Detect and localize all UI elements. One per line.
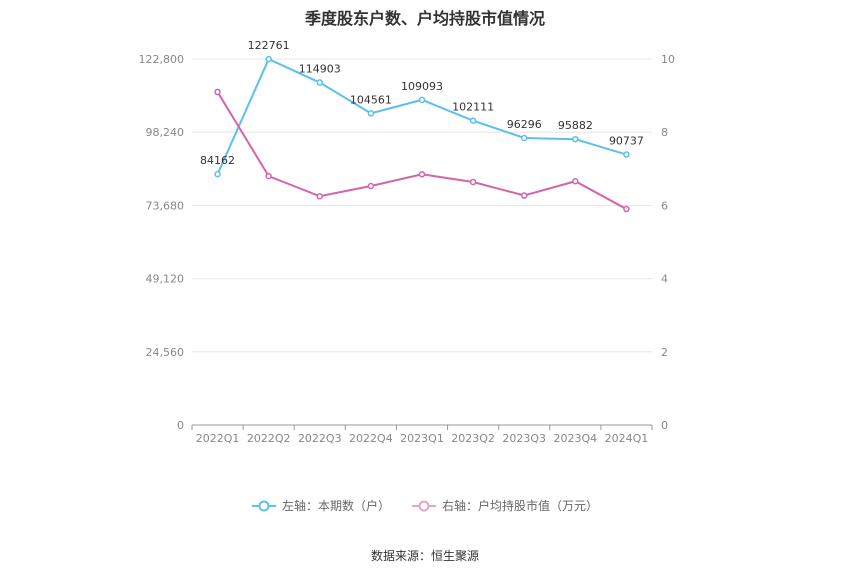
x-axis-tick-label: 2023Q4 (554, 432, 598, 445)
right-axis-tick-label: 2 (661, 346, 668, 359)
legend: 左轴：本期数（户） 右轴：户均持股市值（万元） (0, 497, 850, 514)
left-axis-tick-label: 49,120 (146, 273, 185, 286)
data-labels: 84162 122761 114903 104561 109093 102111 96296… (200, 39, 644, 167)
data-label: 104561 (350, 93, 392, 106)
data-point (520, 134, 528, 142)
data-label: 102111 (452, 101, 494, 114)
legend-label-households: 左轴：本期数（户） (281, 499, 390, 513)
data-label: 114903 (299, 63, 341, 76)
data-point (214, 170, 221, 178)
data-label: 95882 (558, 119, 593, 132)
x-axis-tick-label: 2022Q1 (196, 432, 240, 445)
series-lines (214, 55, 630, 213)
data-point (469, 117, 477, 124)
data-point (520, 192, 528, 199)
x-axis-tick-label: 2023Q1 (400, 432, 444, 445)
right-axis-tick-label: 6 (661, 199, 668, 212)
data-point (623, 151, 630, 158)
legend-line-icon-households (251, 500, 276, 511)
left-axis-tick-label: 0 (177, 419, 184, 432)
right-axis-tick-label: 0 (661, 419, 668, 432)
data-point (367, 182, 375, 190)
chart-title: 季度股东户数、户均持股市值情况 (304, 9, 545, 28)
data-point (265, 55, 272, 63)
legend-item-avg-value[interactable]: 右轴：户均持股市值（万元） (412, 497, 598, 514)
data-label: 90737 (609, 135, 644, 148)
x-axis-tick-label: 2023Q3 (502, 432, 546, 445)
x-axis-tick-label: 2022Q3 (298, 432, 342, 445)
x-axis-tick-label: 2024Q1 (605, 432, 649, 445)
data-point (316, 193, 324, 200)
data-point (214, 88, 221, 96)
x-axis-tick-label: 2023Q2 (451, 432, 495, 445)
left-axis-tick-label: 24,560 (146, 346, 185, 359)
data-label: 84162 (200, 154, 235, 167)
left-axis-tick-label: 73,680 (146, 199, 185, 212)
data-point (469, 178, 477, 186)
legend-label-avg-value: 右轴：户均持股市值（万元） (442, 499, 599, 513)
right-axis-tick-label: 4 (661, 273, 668, 286)
data-point (367, 110, 375, 117)
gridlines (192, 58, 652, 353)
data-label: 122761 (248, 39, 290, 52)
data-point (418, 171, 426, 178)
data-point (572, 135, 579, 143)
data-label: 109093 (401, 80, 443, 93)
legend-line-icon-avg-value (412, 500, 436, 511)
series-line-0 (216, 57, 627, 175)
data-point (316, 79, 324, 86)
legend-item-households[interactable]: 左轴：本期数（户） (251, 497, 390, 514)
data-point (623, 205, 630, 213)
data-label: 96296 (507, 118, 542, 131)
data-point (265, 172, 272, 180)
series-line-1 (216, 91, 627, 210)
source-note: 数据来源：恒生聚源 (370, 549, 479, 563)
right-axis-tick-label: 10 (661, 53, 675, 66)
left-axis-tick-label: 122,800 (139, 53, 185, 66)
data-point (418, 96, 426, 104)
x-axis-tick-label: 2022Q4 (349, 432, 393, 445)
x-axis-tick-label: 2022Q2 (247, 432, 291, 445)
right-axis-tick-label: 8 (661, 126, 668, 139)
data-point (572, 177, 579, 185)
left-axis-tick-label: 98,240 (146, 126, 185, 139)
